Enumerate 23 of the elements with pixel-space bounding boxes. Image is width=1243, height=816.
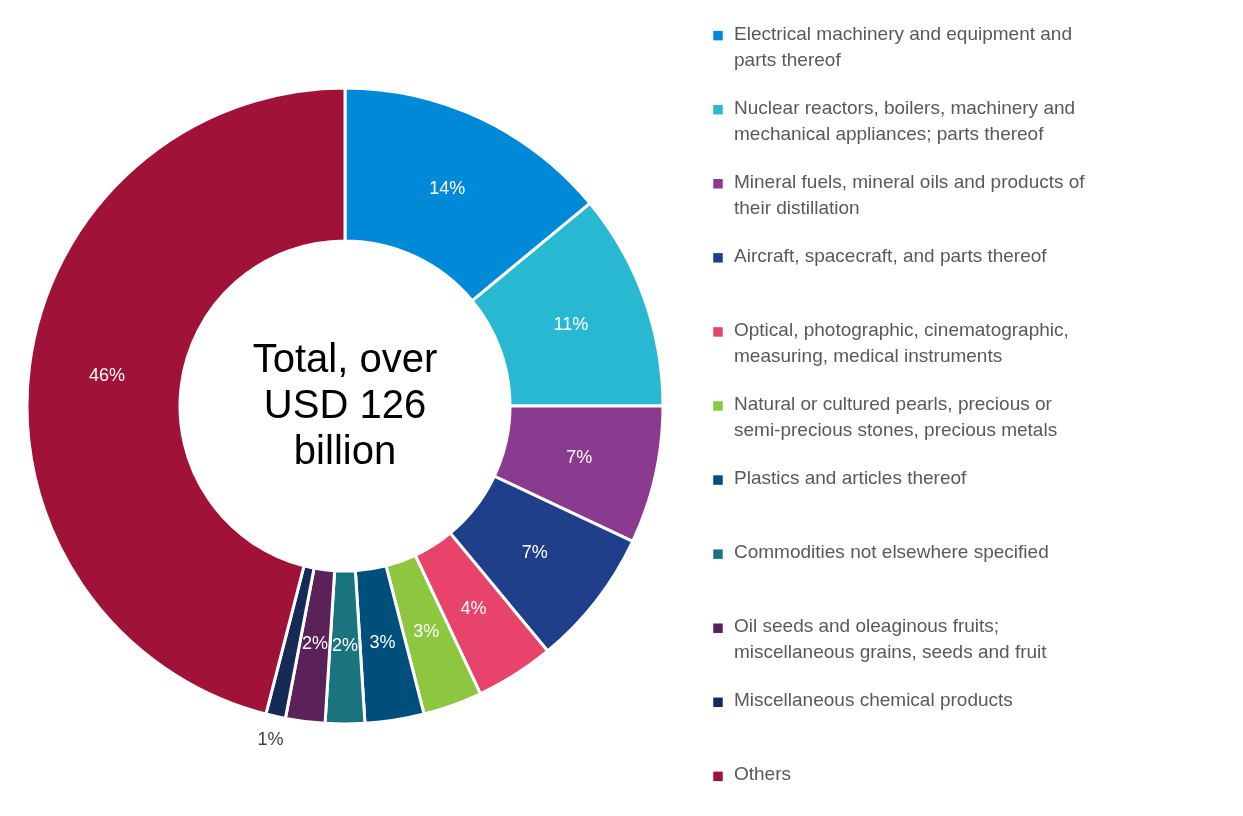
data-label: 2%: [301, 633, 328, 654]
data-label: 2%: [331, 635, 359, 655]
legend-label: Plastics and articles thereof: [734, 467, 968, 489]
legend-label: Others: [734, 763, 792, 785]
legend-label: Miscellaneous chemical products: [734, 689, 1013, 711]
legend-label: Aircraft, spacecraft, and parts thereof: [734, 244, 1048, 266]
data-label: 7%: [521, 542, 548, 563]
legend-label: Nuclear reactors, boilers, machinery and mechanical appliances; parts thereof: [734, 96, 1076, 144]
data-label: 11%: [553, 313, 589, 334]
legend-label: Mineral fuels, mineral oils and products of their distillation: [734, 170, 1086, 218]
legend-label: Oil seeds and oleaginous fruits; miscellaneous grains, seeds and fruit: [734, 615, 1048, 663]
legend-label: Electrical machinery and equipment and parts thereof: [734, 22, 1072, 70]
data-label: 7%: [566, 447, 593, 468]
legend-label: Natural or cultured pearls, precious or semi-precious stones, precious metals: [734, 393, 1058, 440]
data-label: 1%: [257, 728, 284, 749]
legend-label: Optical, photographic, cinematographic, measuring, medical instruments: [734, 318, 1069, 366]
data-label: 46%: [88, 364, 125, 385]
data-label: 3%: [369, 632, 396, 653]
legend-label: Commodities not elsewhere specified: [734, 541, 1049, 563]
text: Total, over USD 126 billion: [252, 336, 438, 472]
data-label: 3%: [413, 620, 440, 641]
data-label: 4%: [460, 597, 487, 618]
data-label: 14%: [429, 177, 466, 198]
